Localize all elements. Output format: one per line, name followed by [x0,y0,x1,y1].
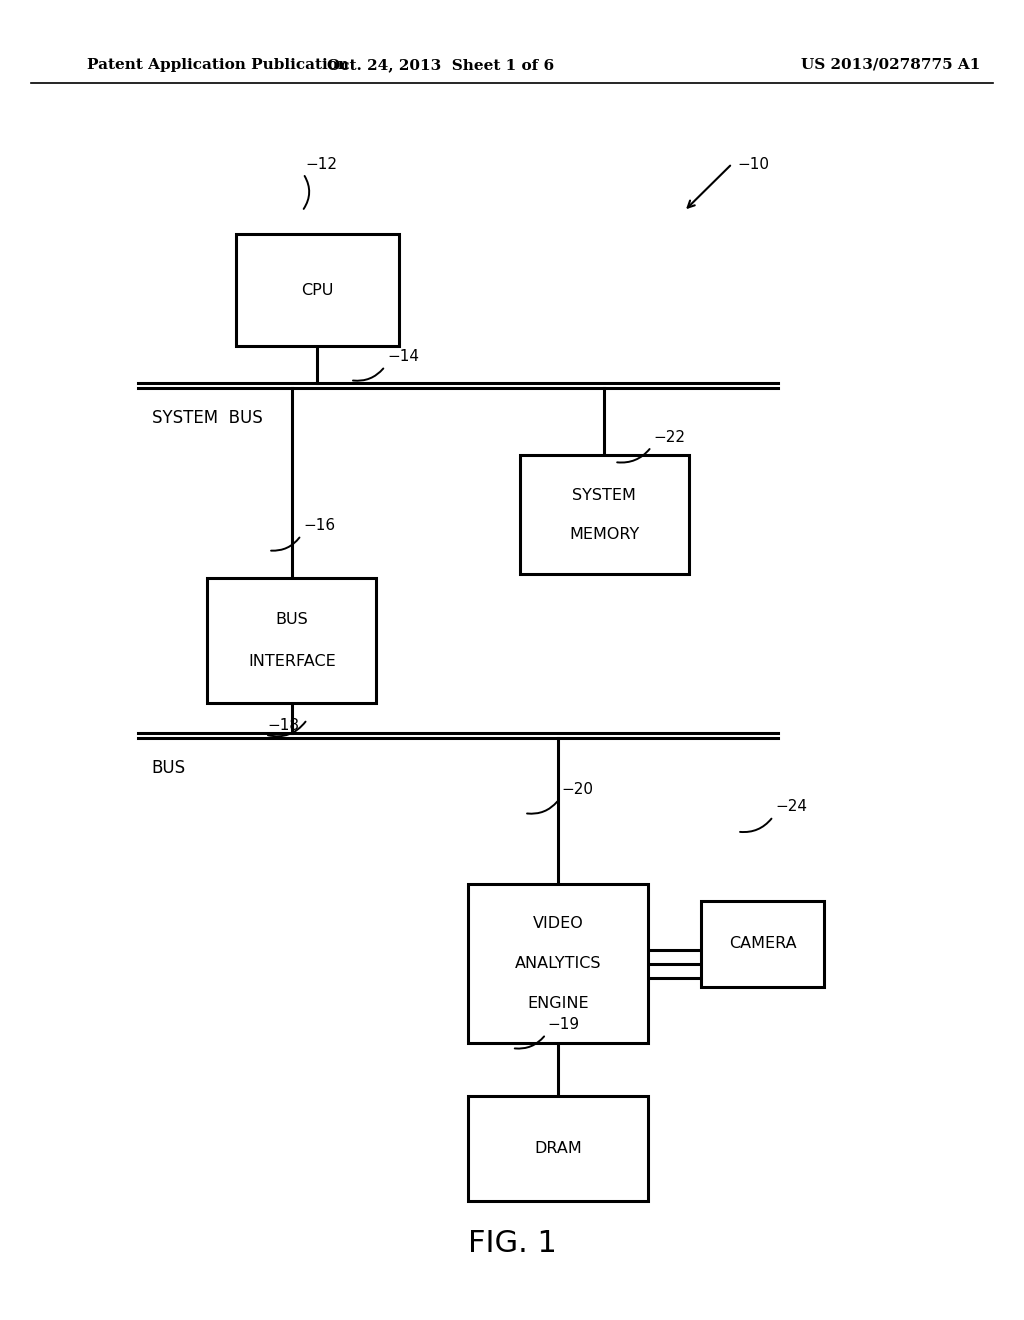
Bar [701,900,824,987]
Text: BUS: BUS [275,611,308,627]
Text: SYSTEM: SYSTEM [572,487,636,503]
Text: −10: −10 [737,157,769,172]
Text: INTERFACE: INTERFACE [248,653,336,669]
Text: −20: −20 [561,783,593,797]
Text: VIDEO: VIDEO [532,916,584,932]
Text: −22: −22 [653,430,685,445]
Text: US 2013/0278775 A1: US 2013/0278775 A1 [801,58,981,73]
Text: Oct. 24, 2013  Sheet 1 of 6: Oct. 24, 2013 Sheet 1 of 6 [327,58,554,73]
Text: −14: −14 [387,350,419,364]
Text: ANALYTICS: ANALYTICS [515,956,601,972]
Text: ENGINE: ENGINE [527,995,589,1011]
Text: −24: −24 [775,800,807,814]
Text: −12: −12 [305,157,337,172]
Text: DRAM: DRAM [535,1140,582,1156]
Text: BUS: BUS [152,759,185,777]
Text: −16: −16 [303,519,335,533]
Bar [469,884,648,1043]
Text: CPU: CPU [301,282,334,298]
Text: Patent Application Publication: Patent Application Publication [87,58,349,73]
Bar [519,455,688,574]
Text: −19: −19 [548,1018,580,1032]
Bar [469,1096,648,1201]
Text: MEMORY: MEMORY [569,527,639,543]
Text: FIG. 1: FIG. 1 [468,1229,556,1258]
Text: SYSTEM  BUS: SYSTEM BUS [152,409,262,428]
Text: −18: −18 [267,718,299,733]
Bar [236,235,399,346]
Bar [207,578,376,702]
Text: CAMERA: CAMERA [729,936,797,952]
